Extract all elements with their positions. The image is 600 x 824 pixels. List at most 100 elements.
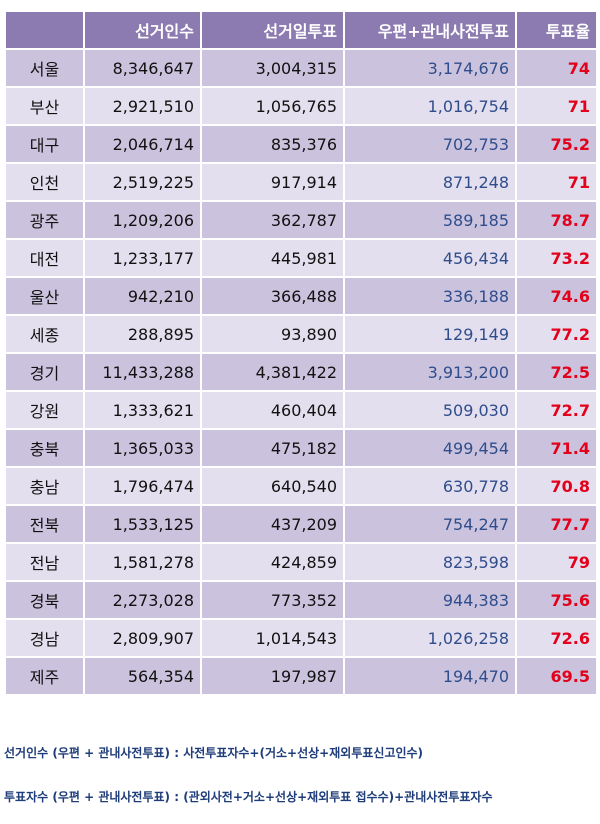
note: 선거인수 (우편 + 관내사전투표) : 사전투표자수+(거소+선상+재외투표신… [4,746,424,760]
cell: 충북 [4,428,85,468]
cell: 917,914 [200,162,345,202]
cell: 충남 [4,466,85,506]
cell: 2,809,907 [83,618,202,658]
cell: 437,209 [200,504,345,544]
cell: 640,540 [200,466,345,506]
cell: 72.6 [515,618,598,658]
cell: 광주 [4,200,85,240]
cell: 564,354 [83,656,202,696]
cell: 2,921,510 [83,86,202,126]
cell: 75.2 [515,124,598,164]
cell: 194,470 [343,656,517,696]
cell: 74.6 [515,276,598,316]
cell: 702,753 [343,124,517,164]
note: 투표자수 (우편 + 관내사전투표) : (관외사전+거소+선상+재외투표 접수… [4,790,493,804]
header-cell [4,10,85,50]
row: 인천 2,519,225 917,914 871,248 71 [4,162,598,202]
cell: 1,796,474 [83,466,202,506]
cell: 93,890 [200,314,345,354]
cell: 대전 [4,238,85,278]
cell: 589,185 [343,200,517,240]
cell: 1,533,125 [83,504,202,544]
row: 대전 1,233,177 445,981 456,434 73.2 [4,238,598,278]
cell: 3,174,676 [343,48,517,88]
cell: 대구 [4,124,85,164]
row: 부산 2,921,510 1,056,765 1,016,754 71 [4,86,598,126]
cell: 754,247 [343,504,517,544]
row: 전북 1,533,125 437,209 754,247 77.7 [4,504,598,544]
cell: 71.4 [515,428,598,468]
cell: 70.8 [515,466,598,506]
cell: 3,004,315 [200,48,345,88]
cell: 424,859 [200,542,345,582]
row: 경북 2,273,028 773,352 944,383 75.6 [4,580,598,620]
cell: 71 [515,86,598,126]
cell: 499,454 [343,428,517,468]
cell: 8,346,647 [83,48,202,88]
cell: 366,488 [200,276,345,316]
row: 경남 2,809,907 1,014,543 1,026,258 72.6 [4,618,598,658]
cell: 전북 [4,504,85,544]
cell: 362,787 [200,200,345,240]
row: 강원 1,333,621 460,404 509,030 72.7 [4,390,598,430]
cell: 129,149 [343,314,517,354]
row: 세종 288,895 93,890 129,149 77.2 [4,314,598,354]
cell: 4,381,422 [200,352,345,392]
cell: 1,233,177 [83,238,202,278]
cell: 1,026,258 [343,618,517,658]
cell: 460,404 [200,390,345,430]
row: 대구 2,046,714 835,376 702,753 75.2 [4,124,598,164]
cell: 3,913,200 [343,352,517,392]
cell: 445,981 [200,238,345,278]
cell: 72.7 [515,390,598,430]
cell: 11,433,288 [83,352,202,392]
row: 전남 1,581,278 424,859 823,598 79 [4,542,598,582]
cell: 울산 [4,276,85,316]
cell: 77.2 [515,314,598,354]
cell: 경북 [4,580,85,620]
cell: 전남 [4,542,85,582]
cell: 1,581,278 [83,542,202,582]
table: 선거인수 선거일투표 우편+관내사전투표 투표율 서울 8,346,647 3,004,31… [4,10,598,696]
row: 충남 1,796,474 640,540 630,778 70.8 [4,466,598,506]
cell: 1,333,621 [83,390,202,430]
row: 충북 1,365,033 475,182 499,454 71.4 [4,428,598,468]
cell: 경남 [4,618,85,658]
cell: 79 [515,542,598,582]
cell: 835,376 [200,124,345,164]
cell: 1,014,543 [200,618,345,658]
row: 울산 942,210 366,488 336,188 74.6 [4,276,598,316]
cell: 336,188 [343,276,517,316]
cell: 69.5 [515,656,598,696]
cell: 72.5 [515,352,598,392]
row: 경기 11,433,288 4,381,422 3,913,200 72.5 [4,352,598,392]
cell: 74 [515,48,598,88]
row: 광주 1,209,206 362,787 589,185 78.7 [4,200,598,240]
cell: 1,365,033 [83,428,202,468]
cell: 2,519,225 [83,162,202,202]
table-wrap: 선거인수 선거일투표 우편+관내사전투표 투표율 서울 8,346,647 3,004,31… [4,10,598,696]
header-cell: 투표율 [515,10,598,50]
cell: 73.2 [515,238,598,278]
cell: 2,046,714 [83,124,202,164]
cell: 1,016,754 [343,86,517,126]
cell: 77.7 [515,504,598,544]
cell: 823,598 [343,542,517,582]
cell: 773,352 [200,580,345,620]
cell: 456,434 [343,238,517,278]
cell: 75.6 [515,580,598,620]
cell: 630,778 [343,466,517,506]
header-row: 선거인수 선거일투표 우편+관내사전투표 투표율 [4,10,598,50]
cell: 509,030 [343,390,517,430]
cell: 78.7 [515,200,598,240]
cell: 1,209,206 [83,200,202,240]
cell: 제주 [4,656,85,696]
cell: 944,383 [343,580,517,620]
header-cell: 선거인수 [83,10,202,50]
cell: 세종 [4,314,85,354]
header-cell: 우편+관내사전투표 [343,10,517,50]
cell: 2,273,028 [83,580,202,620]
cell: 71 [515,162,598,202]
cell: 1,056,765 [200,86,345,126]
